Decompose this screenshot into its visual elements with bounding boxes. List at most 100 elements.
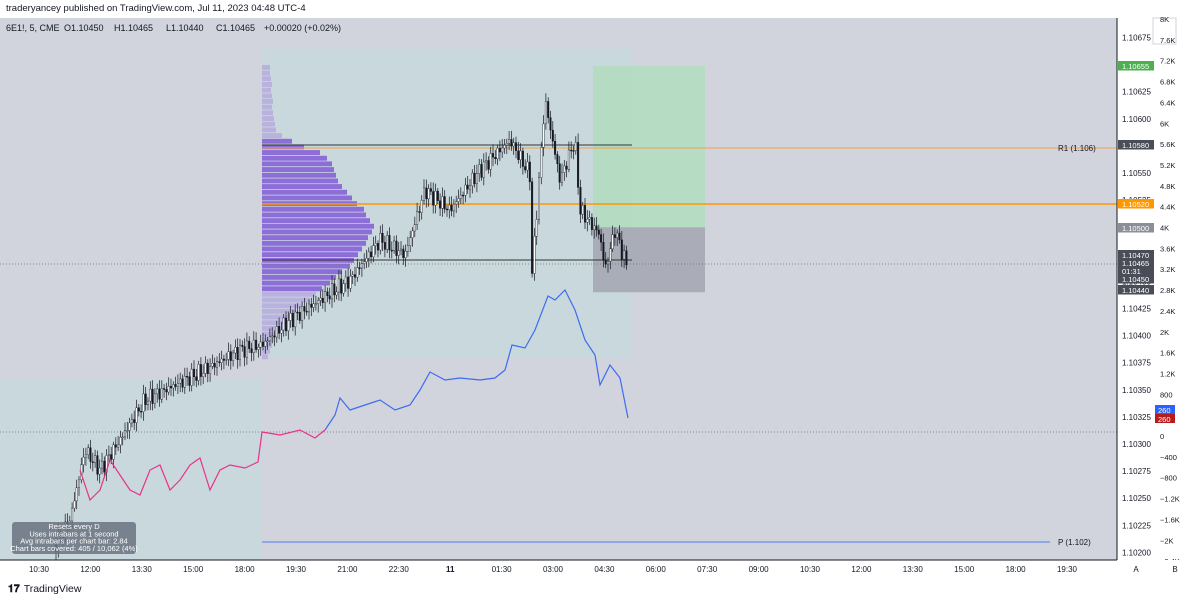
candle-body [561, 172, 564, 183]
tradingview-logo[interactable]: 𝟏𝟕 TradingView [8, 583, 81, 596]
candle-body [333, 283, 336, 296]
candle-body [190, 368, 193, 386]
candle-body [266, 340, 269, 343]
brand-name: TradingView [23, 583, 82, 595]
candle-body [531, 181, 534, 274]
profile-row [262, 87, 271, 93]
candle-body [501, 147, 504, 153]
candle-body [390, 249, 393, 252]
price-tick-label: 1.10425 [1122, 305, 1151, 314]
candle-body [354, 274, 357, 278]
candle-body [165, 389, 168, 393]
publish-header: traderyancey published on TradingView.co… [0, 0, 1200, 18]
candle-body [519, 150, 522, 160]
candle-body [521, 150, 524, 167]
candle-body [358, 267, 361, 269]
price-tick-label: 1.10200 [1122, 548, 1151, 557]
candle-body [432, 191, 435, 206]
profile-row [262, 99, 273, 104]
candle-body [234, 347, 237, 354]
candle-body [137, 407, 140, 412]
candle-body [128, 422, 131, 431]
candle-body [443, 196, 446, 210]
price-tick-label: 1.10250 [1122, 494, 1151, 503]
price-tag-label: 1.10470 [1122, 251, 1149, 260]
time-tick-label: 13:30 [903, 565, 924, 574]
price-tick-label: 1.10225 [1122, 521, 1151, 530]
candle-body [367, 251, 370, 259]
candle-body [365, 258, 368, 263]
candle-body [308, 303, 311, 313]
candle-body [123, 430, 126, 438]
candle-body [71, 507, 74, 522]
volume-tick-label: 4.8K [1160, 182, 1175, 191]
candle-body [82, 456, 85, 465]
time-tick-label: 06:00 [646, 565, 667, 574]
time-tick-label: 13:30 [132, 565, 153, 574]
candle-body [436, 190, 439, 201]
profile-row [262, 274, 336, 280]
candle-body [547, 101, 550, 118]
volume-tick-label: −800 [1160, 474, 1177, 483]
candle-body [84, 454, 87, 458]
candle-body [535, 219, 538, 237]
time-tick-label: 19:30 [286, 565, 307, 574]
candle-body [319, 297, 322, 301]
profile-row [262, 343, 272, 348]
candle-body [169, 386, 172, 389]
candle-body [393, 240, 396, 251]
candle-body [620, 239, 623, 260]
candle-body [379, 232, 382, 251]
candle-body [264, 340, 267, 347]
candle-body [526, 161, 529, 171]
profile-row [262, 70, 270, 76]
cvd-line-positive [324, 288, 629, 431]
candle-body [551, 129, 554, 142]
candle-body [303, 306, 306, 312]
candle-body [604, 260, 607, 265]
candle-body [282, 317, 285, 331]
candle-body [331, 283, 334, 300]
scale-button-a[interactable]: A [1133, 565, 1139, 574]
candle-body [172, 384, 175, 389]
price-tag [1118, 250, 1154, 260]
profile-row [262, 348, 270, 354]
candle-body [199, 364, 202, 377]
profile-row [262, 223, 374, 229]
volume-tick-label: 6.8K [1160, 78, 1175, 87]
profile-row [262, 116, 274, 121]
candle-body [574, 142, 577, 151]
price-tag-label: 1.10580 [1122, 141, 1149, 150]
candle-body [337, 278, 340, 293]
volume-tick-label: 2.8K [1160, 286, 1175, 295]
volume-tick-label: −1.2K [1160, 495, 1180, 504]
candle-body [176, 383, 179, 387]
volume-axis: 8K 7.6K 7.2K 6.8K 6.4K 6K 5.6K 5.2K 4.8K 4.4K 4K 3.… [1155, 15, 1180, 566]
candle-body [554, 140, 557, 155]
candle-body [492, 153, 495, 158]
profile-row [262, 291, 316, 297]
candle-body [291, 313, 294, 328]
candle-body [540, 147, 543, 178]
footer: 𝟏𝟕 TradingView [0, 578, 1200, 599]
candle-body [494, 157, 497, 160]
cvd-tag [1155, 414, 1175, 423]
candle-body [602, 241, 605, 261]
scale-button-b[interactable]: B [1172, 565, 1177, 574]
candle-body [448, 204, 451, 211]
candle-body [425, 187, 428, 200]
price-tag [1118, 274, 1154, 284]
profile-row [262, 280, 330, 286]
candle-body [248, 340, 251, 350]
candle-body [206, 362, 209, 374]
candle-body [623, 250, 626, 260]
candle-body [478, 164, 481, 174]
candle-body [455, 201, 458, 205]
profile-row [262, 212, 366, 218]
candle-body [572, 150, 575, 152]
candle-body [100, 460, 103, 469]
pivot-label: P (1.102) [1058, 538, 1091, 547]
time-tick-label: 11 [446, 565, 455, 574]
profile-row [262, 235, 368, 241]
